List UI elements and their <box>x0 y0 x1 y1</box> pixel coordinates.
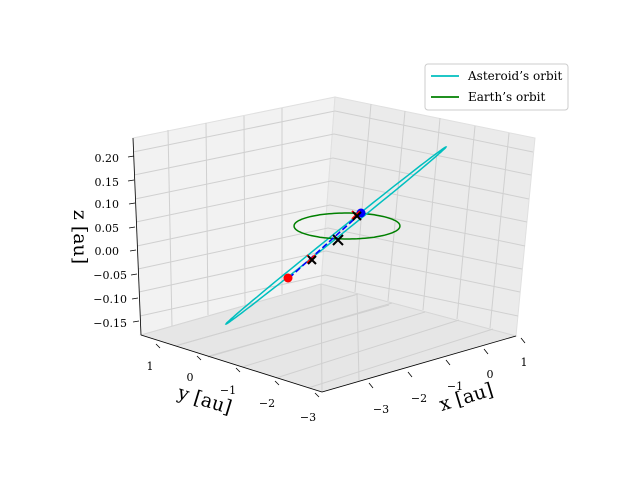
z-axis-label: z [au] <box>69 210 91 264</box>
z-tick-mark <box>130 273 138 276</box>
z-tick-mark <box>129 249 137 252</box>
grid-line <box>325 250 521 293</box>
grid-line <box>333 133 532 176</box>
grid-line <box>327 227 523 270</box>
grid-line <box>174 294 356 347</box>
x-tick-labels: −3 −2 −1 0 1 <box>373 356 528 416</box>
y-tick-mark <box>235 367 241 373</box>
z-tick-mark <box>131 297 139 300</box>
grid-line <box>275 319 460 379</box>
marker-dot <box>283 273 293 283</box>
grid-line <box>133 133 335 176</box>
marker-cross <box>332 234 344 246</box>
y-tick-mark <box>274 380 280 386</box>
y-tick-label: −2 <box>259 397 275 410</box>
x-tick-mark <box>407 371 413 378</box>
x-tick-label: 0 <box>487 368 494 381</box>
grid-lines <box>132 103 534 393</box>
grid-line <box>356 293 360 382</box>
grid-line <box>320 283 323 393</box>
z-tick-label: 0.20 <box>95 152 120 165</box>
grid-line <box>332 157 530 200</box>
grid-line <box>139 274 326 317</box>
grid-line <box>137 227 329 270</box>
x-tick-mark <box>520 337 526 344</box>
marker-cross <box>352 211 362 221</box>
grid-line <box>324 274 519 317</box>
grid-line <box>489 132 510 329</box>
z-axis-line <box>132 137 142 336</box>
grid-line <box>132 110 336 153</box>
z-tick-labels: 0.20 0.15 0.10 0.05 0.00 −0.05 −0.10 −0.… <box>93 152 127 330</box>
z-tick-label: 0.05 <box>95 222 120 235</box>
asteroid-orbit-group <box>224 146 448 325</box>
z-tick-label: 0.00 <box>95 245 120 258</box>
z-tick-mark <box>132 320 140 323</box>
y-tick-label: −1 <box>220 384 236 397</box>
grid-line <box>134 157 334 200</box>
x-tick-label: −2 <box>411 392 427 405</box>
earth-orbit-line-front <box>293 225 401 240</box>
y-tick-mark <box>314 392 320 398</box>
z-tick-mark <box>128 202 136 205</box>
grid-line <box>205 122 209 316</box>
x-tick-label: 1 <box>521 356 528 369</box>
x-tick-mark <box>483 348 489 355</box>
y-tick-mark <box>155 343 161 349</box>
grid-line <box>307 328 494 389</box>
marker-cross <box>307 255 317 265</box>
z-tick-label: 0.15 <box>95 176 120 189</box>
grid-line <box>241 311 426 368</box>
earth-orbit-group <box>293 212 401 227</box>
legend-label-earth: Earth’s orbit <box>468 90 545 104</box>
z-tick-label: −0.10 <box>93 293 127 306</box>
grid-line <box>330 180 528 223</box>
x-tick-label: −3 <box>373 403 389 416</box>
grid-line <box>167 129 173 327</box>
grid-line <box>138 250 327 293</box>
grid-line <box>135 180 332 223</box>
grid-line <box>422 117 441 311</box>
x-tick-mark <box>445 359 451 366</box>
grid-line <box>208 304 390 357</box>
grid-line <box>387 110 406 302</box>
x-axis-label: x [au] <box>437 379 496 416</box>
legend: Asteroid’s orbit Earth’s orbit <box>424 63 569 111</box>
y-tick-label: 1 <box>147 360 154 373</box>
grid-line <box>354 103 372 293</box>
legend-box <box>424 63 569 111</box>
tick-marks <box>127 155 526 398</box>
grid-line <box>243 115 246 306</box>
z-tick-mark <box>128 226 136 229</box>
x-tick-label: −1 <box>447 380 463 393</box>
grid-line <box>456 125 476 320</box>
y-tick-mark <box>196 355 202 361</box>
grid-line <box>334 110 534 153</box>
y-axis-line <box>140 334 323 393</box>
z-tick-label: 0.10 <box>95 198 120 211</box>
y-tick-label: −3 <box>300 411 316 424</box>
asteroid-orbit-line <box>224 146 448 325</box>
z-tick-label: −0.15 <box>93 317 127 330</box>
y-tick-label: 0 <box>187 371 194 384</box>
earth-orbit-line <box>293 212 401 227</box>
z-tick-mark <box>127 155 135 158</box>
z-tick-label: −0.05 <box>93 269 127 282</box>
grid-line <box>136 204 331 247</box>
z-tick-mark <box>127 179 135 182</box>
x-tick-mark <box>368 382 374 389</box>
x-axis-line <box>321 335 517 393</box>
legend-label-asteroid: Asteroid’s orbit <box>467 69 562 83</box>
y-tick-labels: 1 0 −1 −2 −3 <box>147 360 317 424</box>
connecting-segment <box>288 212 362 279</box>
markers <box>283 208 366 283</box>
